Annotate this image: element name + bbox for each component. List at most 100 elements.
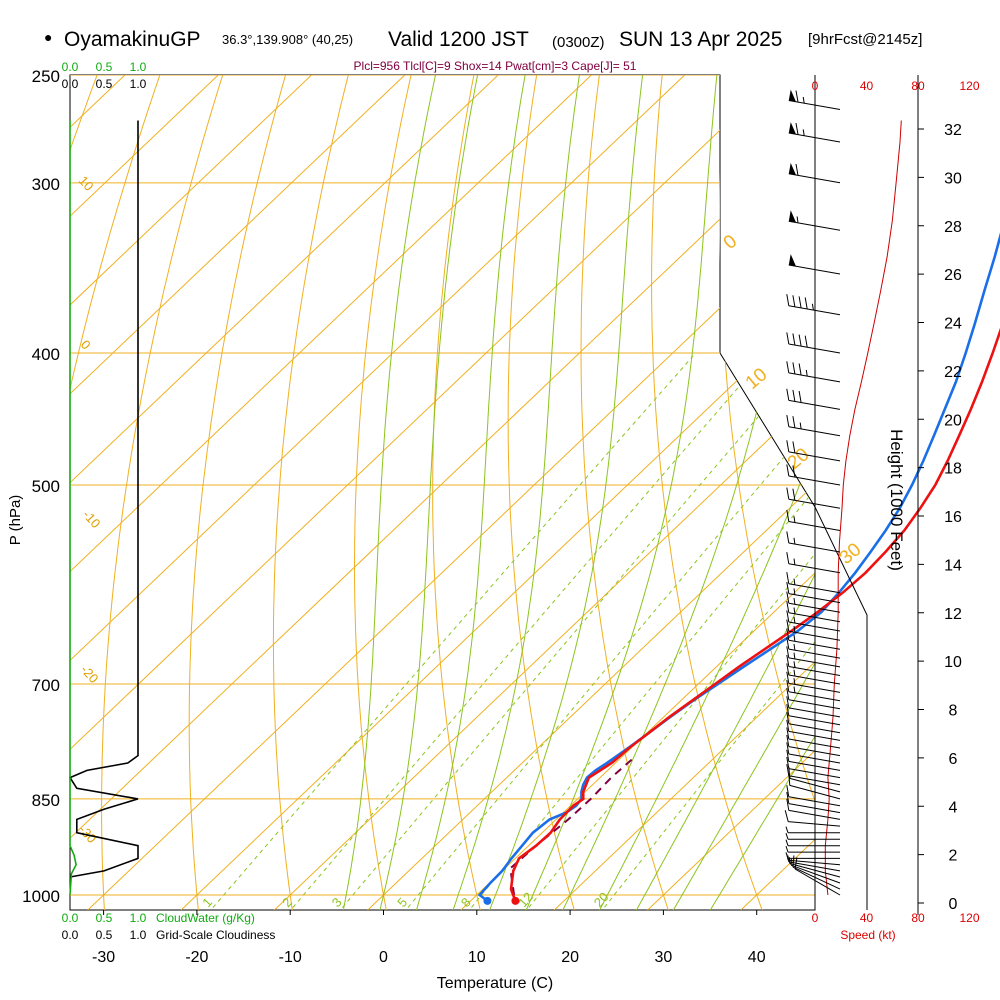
cloud-water-tick-top: 0.0 <box>62 60 79 74</box>
wind-barb <box>786 415 841 437</box>
wind-barb <box>786 791 841 814</box>
wind-barb-half-flag <box>799 422 802 429</box>
isotherm-line <box>87 75 815 910</box>
wind-barb-flag <box>786 756 790 769</box>
moist-adiabat <box>633 75 815 910</box>
height-tick-label: 20 <box>944 412 962 429</box>
wind-barb-shaft <box>788 723 841 734</box>
chart-header: ● OyamakinuGP 36.3°,139.908° (40,25) Val… <box>0 28 1000 56</box>
wind-barb <box>786 591 841 613</box>
height-tick-label: 30 <box>944 170 962 187</box>
dewpoint-line <box>477 232 1000 902</box>
wind-barb-flag <box>786 601 790 613</box>
wind-barb-half-flag <box>793 516 796 523</box>
dry-adiabat <box>651 75 764 910</box>
speed-tick-top: 0 <box>812 79 819 93</box>
wind-barb-shaft <box>788 768 841 779</box>
wind-barb-flag <box>792 333 796 346</box>
wind-barb-shaft <box>788 583 841 594</box>
cloudiness-tick-bottom: 0.0 <box>62 928 79 942</box>
wind-barb-flag <box>786 581 790 594</box>
cloud-water-label: CloudWater (g/Kg) <box>156 911 255 925</box>
wind-barb-flag <box>786 764 790 776</box>
height-tick-label: 22 <box>944 364 962 381</box>
valid-date: SUN 13 Apr 2025 <box>619 28 783 51</box>
temperature-tick-label: 40 <box>748 949 766 966</box>
height-tick-label: 6 <box>949 751 958 768</box>
wind-barb <box>786 572 841 594</box>
pressure-tick-label: 250 <box>32 67 60 86</box>
wind-barb-flag <box>786 628 790 641</box>
wind-barb-shaft <box>788 809 841 820</box>
wind-barb <box>785 845 840 853</box>
wind-barb-half-flag <box>805 369 808 377</box>
wind-barb-flag <box>786 509 790 522</box>
wind-barb-shaft <box>788 372 841 383</box>
height-tick-label: 16 <box>944 509 962 526</box>
height-tick-label: 4 <box>949 799 958 816</box>
wind-barb-shaft <box>788 621 841 632</box>
cloudiness-tick-top: 0.5 <box>96 77 113 91</box>
wind-barb <box>788 122 841 143</box>
valid-zulu: (0300Z) <box>552 34 605 51</box>
speed-tick-bottom: 0 <box>812 911 819 925</box>
wind-barb-flag <box>786 646 790 658</box>
wind-barb <box>788 162 841 184</box>
dry-adiabat <box>188 75 288 910</box>
wind-barb <box>786 619 841 641</box>
stability-indices: Plcl=956 Tlcl[C]=9 Shox=14 Pwat[cm]=3 Ca… <box>354 59 637 73</box>
moist-adiabat <box>341 75 439 910</box>
moist-adiabat <box>669 75 815 910</box>
pressure-tick-label: 300 <box>32 175 60 194</box>
wind-barb-shaft <box>788 746 841 757</box>
wind-barb-shaft <box>788 612 841 623</box>
station-name: OyamakinuGP <box>64 28 201 51</box>
wind-barb <box>785 839 840 847</box>
dry-adiabat <box>70 75 162 910</box>
wind-barb-shaft <box>792 866 841 890</box>
wind-barb-shaft <box>788 451 841 462</box>
wind-barb-shaft <box>788 666 841 676</box>
cloudiness-line <box>68 120 139 878</box>
wind-barb <box>786 646 841 668</box>
cloud-water-tick-bottom: 0.0 <box>62 911 79 925</box>
wind-barb-flag <box>786 487 790 500</box>
dry-adiabat-label: 10 <box>742 364 772 394</box>
wind-barb-flag <box>792 488 796 501</box>
surface-temperature-dot <box>511 896 520 905</box>
speed-axis-title: Speed (kt) <box>840 928 895 942</box>
wind-barb <box>786 704 841 726</box>
speed-panel-frame <box>814 506 868 910</box>
wind-barb <box>786 688 841 710</box>
wind-barb-shaft <box>794 868 841 896</box>
wind-barb <box>786 798 841 820</box>
wind-barb-half-flag <box>785 826 789 833</box>
height-axis-title: Height (1000 Feet) <box>887 429 906 571</box>
wind-barb-half-flag <box>785 833 789 840</box>
wind-barb-half-flag <box>793 643 796 651</box>
wind-barb-shaft <box>788 399 841 410</box>
dry-adiabat <box>354 75 413 910</box>
wind-barb-flag <box>795 90 799 103</box>
wind-barb <box>786 696 841 718</box>
wind-barb-flag <box>786 361 790 373</box>
height-tick-label: 0 <box>949 896 958 913</box>
wind-barb-shaft <box>788 100 841 110</box>
wind-barb-shaft <box>788 796 841 807</box>
mixing-ratio-label: 8 <box>458 895 474 910</box>
dry-adiabat-label: 0 <box>720 231 742 254</box>
wind-barb-shaft <box>788 593 841 604</box>
wind-barb <box>786 487 841 509</box>
wind-barb <box>786 581 841 604</box>
isotherm-line <box>70 75 219 910</box>
height-tick-label: 14 <box>944 557 962 574</box>
wind-barb-flag <box>792 362 796 375</box>
wind-barb-pennant <box>788 89 796 102</box>
wind-barb-shaft <box>788 264 841 275</box>
isotherm-label: -20 <box>78 662 102 686</box>
moist-adiabat <box>487 75 645 910</box>
wind-barb-shaft <box>788 861 841 872</box>
moist-adiabat <box>378 75 481 910</box>
isotherm-line <box>70 75 312 910</box>
wind-barb-flag <box>786 688 790 700</box>
